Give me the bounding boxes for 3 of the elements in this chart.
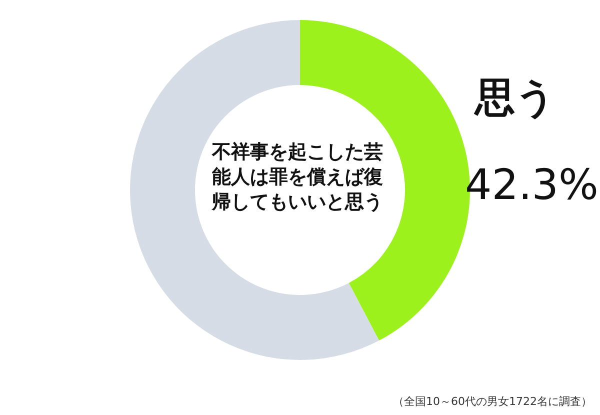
text: 不祥事を起こした芸能人は罪を償えば復帰してもいいと思う [212,140,384,215]
text: （全国10～60代の男女1722名に調査） [393,394,592,409]
slice-label: 思う [475,74,556,123]
